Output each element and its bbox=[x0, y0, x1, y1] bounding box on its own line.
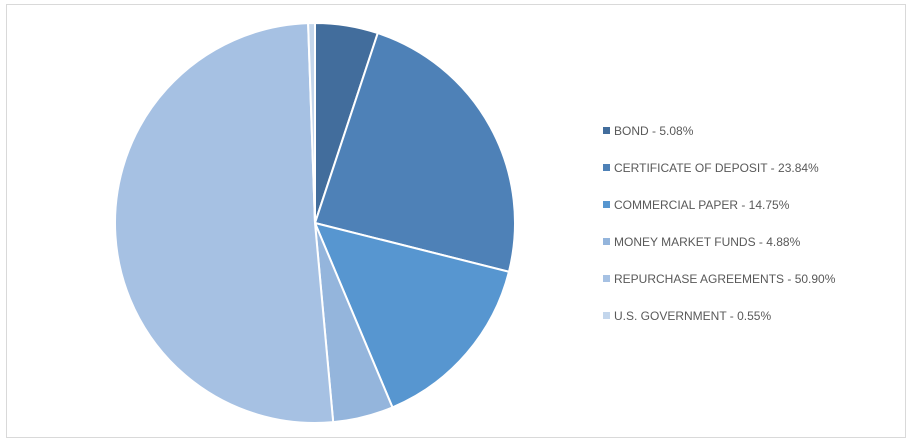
legend-swatch bbox=[603, 312, 610, 319]
legend-label: MONEY MARKET FUNDS - 4.88% bbox=[614, 235, 801, 249]
pie-slice-certificate-of-deposit bbox=[313, 31, 516, 273]
legend-label: BOND - 5.08% bbox=[614, 124, 694, 138]
legend-swatch bbox=[603, 127, 610, 134]
pie-slice-repurchase-agreements bbox=[114, 22, 335, 424]
legend-label: COMMERCIAL PAPER - 14.75% bbox=[614, 198, 790, 212]
legend-label: REPURCHASE AGREEMENTS - 50.90% bbox=[614, 272, 836, 286]
pie-slice-u-s-government bbox=[307, 21, 316, 224]
legend-label: CERTIFICATE OF DEPOSIT - 23.84% bbox=[614, 161, 819, 175]
legend-swatch bbox=[603, 275, 610, 282]
legend-swatch bbox=[603, 238, 610, 245]
pie-slice-commercial-paper bbox=[313, 221, 511, 409]
legend-swatch bbox=[603, 201, 610, 208]
legend: BOND - 5.08% CERTIFICATE OF DEPOSIT - 23.… bbox=[603, 124, 836, 323]
pie-slices bbox=[114, 21, 516, 424]
legend-swatch bbox=[603, 164, 610, 171]
legend-label: U.S. GOVERNMENT - 0.55% bbox=[614, 309, 771, 323]
